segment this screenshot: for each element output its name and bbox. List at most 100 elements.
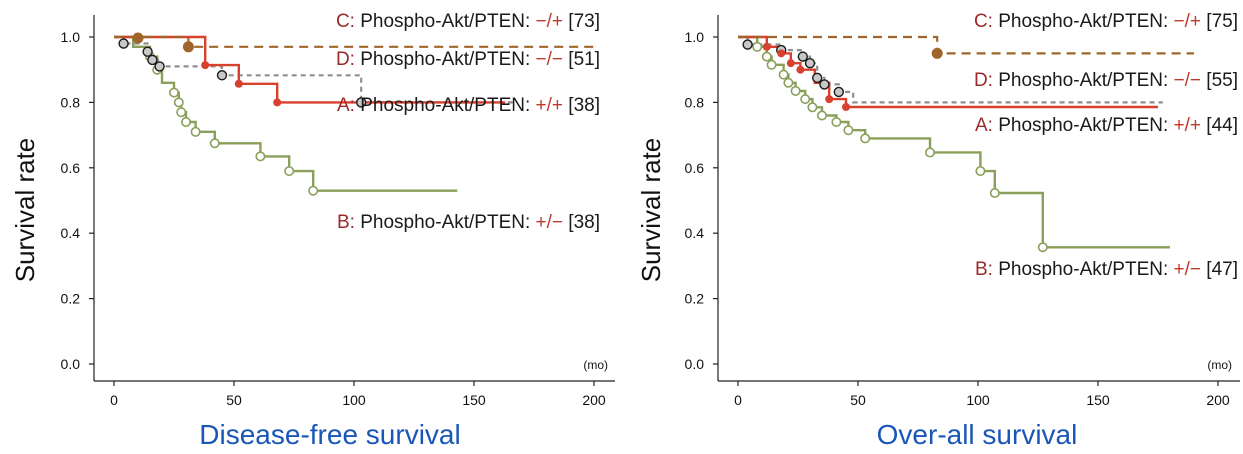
legend-count: [75] xyxy=(1201,11,1238,32)
series-marker-b xyxy=(308,185,319,196)
legend-entry-b: B: Phospho-Akt/PTEN: +/− [47] xyxy=(975,259,1238,280)
series-marker-d xyxy=(118,38,129,49)
series-marker-b xyxy=(778,69,789,80)
series-marker-a xyxy=(842,102,850,111)
legend-marker-label: Phospho-Akt/PTEN: xyxy=(355,212,536,233)
legend-group-letter: C: xyxy=(974,11,993,32)
legend-entry-c: C: Phospho-Akt/PTEN: −/+ [73] xyxy=(336,11,600,32)
y-tick-label: 0.8 xyxy=(61,94,81,110)
legend-entry-a: A: Phospho-Akt/PTEN: +/+ [44] xyxy=(975,115,1238,136)
series-marker-b xyxy=(190,126,201,137)
series-marker-d xyxy=(154,61,165,72)
x-tick-label: 200 xyxy=(582,392,606,408)
y-tick-label: 0.0 xyxy=(685,356,705,372)
series-marker-b xyxy=(860,133,871,144)
y-tick-label: 0.0 xyxy=(61,356,81,372)
y-axis-label: Survival rate xyxy=(10,138,40,283)
legend-status: −/+ xyxy=(1174,11,1201,32)
series-marker-d xyxy=(797,51,808,62)
legend-count: [38] xyxy=(563,95,600,116)
legend-entry-c: C: Phospho-Akt/PTEN: −/+ [75] xyxy=(974,11,1238,32)
chart-title: Over-all survival xyxy=(877,419,1078,450)
legend-marker-label: Phospho-Akt/PTEN: xyxy=(993,11,1174,32)
x-tick-label: 50 xyxy=(226,392,242,408)
chart-title: Disease-free survival xyxy=(199,419,460,450)
legend-group-letter: D: xyxy=(974,70,993,91)
legend-count: [51] xyxy=(563,49,600,70)
legend-entry-d: D: Phospho-Akt/PTEN: −/− [55] xyxy=(974,70,1238,91)
legend-group-letter: B: xyxy=(975,259,993,280)
x-tick-label: 50 xyxy=(850,392,866,408)
legend-marker-label: Phospho-Akt/PTEN: xyxy=(355,11,536,32)
x-tick-label: 150 xyxy=(1086,392,1110,408)
series-marker-b xyxy=(176,107,187,118)
chart-panel-2: 0.0 0.2 0.4 0.6 0.8 1.0 0 50 100 150 200 (mo) Surviv… xyxy=(636,11,1240,450)
chart-panel-1: 0.0 0.2 0.4 0.6 0.8 1.0 0 50 100 150 200 (mo) Surviv… xyxy=(10,11,615,450)
series-marker-c xyxy=(931,47,943,59)
series-marker-b xyxy=(1037,242,1048,253)
series-line-c xyxy=(738,35,1194,55)
legend-count: [55] xyxy=(1201,70,1238,91)
legend-count: [38] xyxy=(563,212,600,233)
series-marker-d xyxy=(819,79,830,90)
x-tick-label: 0 xyxy=(110,392,118,408)
series-marker-b xyxy=(924,147,935,158)
series-marker-b xyxy=(790,85,801,96)
series-marker-b xyxy=(975,166,986,177)
series-marker-b xyxy=(783,77,794,88)
x-tick-label: 0 xyxy=(734,392,742,408)
series-marker-b xyxy=(255,151,266,162)
legend-status: +/+ xyxy=(536,95,563,116)
legend-marker-label: Phospho-Akt/PTEN: xyxy=(355,95,536,116)
legend-status: −/+ xyxy=(536,11,563,32)
legend-status: +/− xyxy=(1174,259,1201,280)
y-tick-label: 0.4 xyxy=(685,225,705,241)
y-tick-label: 0.4 xyxy=(61,225,81,241)
y-tick-label: 0.6 xyxy=(685,160,705,176)
series-marker-d xyxy=(142,46,153,57)
legend-status: +/+ xyxy=(1174,115,1201,136)
series-marker-b xyxy=(173,97,184,108)
legend-count: [73] xyxy=(563,11,600,32)
series-marker-d xyxy=(833,86,844,98)
series-marker-a xyxy=(825,95,834,104)
series-marker-a xyxy=(234,79,243,88)
x-tick-label: 100 xyxy=(342,392,366,408)
series-marker-d xyxy=(812,72,823,84)
legend-marker-label: Phospho-Akt/PTEN: xyxy=(993,115,1174,136)
legend-count: [44] xyxy=(1201,115,1238,136)
series-marker-b xyxy=(800,94,811,105)
y-tick-label: 0.2 xyxy=(61,291,81,307)
series-marker-b xyxy=(816,110,827,121)
series-marker-d xyxy=(356,97,367,108)
y-tick-label: 1.0 xyxy=(61,29,81,45)
legend-group-letter: C: xyxy=(336,11,355,32)
legend-group-letter: A: xyxy=(975,115,993,136)
legend-entry-b: B: Phospho-Akt/PTEN: +/− [38] xyxy=(337,212,600,233)
series-marker-a xyxy=(786,59,795,68)
legend-marker-label: Phospho-Akt/PTEN: xyxy=(993,259,1174,280)
series-marker-a xyxy=(777,49,786,58)
series-marker-a xyxy=(796,65,805,74)
legend-status: +/− xyxy=(536,212,563,233)
y-tick-label: 1.0 xyxy=(685,29,705,45)
series-marker-b xyxy=(807,102,818,113)
series-marker-b xyxy=(766,59,777,70)
series-marker-a xyxy=(273,98,282,107)
legend-entry-a: A: Phospho-Akt/PTEN: +/+ [38] xyxy=(337,95,600,116)
series-marker-b xyxy=(989,187,1000,198)
x-tick-label: 150 xyxy=(462,392,486,408)
series-marker-d xyxy=(742,39,753,50)
x-tick-label: 200 xyxy=(1206,392,1230,408)
legend-status: −/− xyxy=(536,49,563,70)
series-marker-a xyxy=(201,61,210,70)
y-axis-label: Survival rate xyxy=(636,138,666,283)
series-marker-d xyxy=(216,70,228,81)
series-marker-b xyxy=(752,41,763,52)
y-tick-label: 0.6 xyxy=(61,160,81,176)
legend-group-letter: D: xyxy=(336,49,355,70)
series-marker-a xyxy=(762,42,771,51)
y-tick-label: 0.8 xyxy=(685,94,705,110)
series-marker-c xyxy=(132,32,144,44)
